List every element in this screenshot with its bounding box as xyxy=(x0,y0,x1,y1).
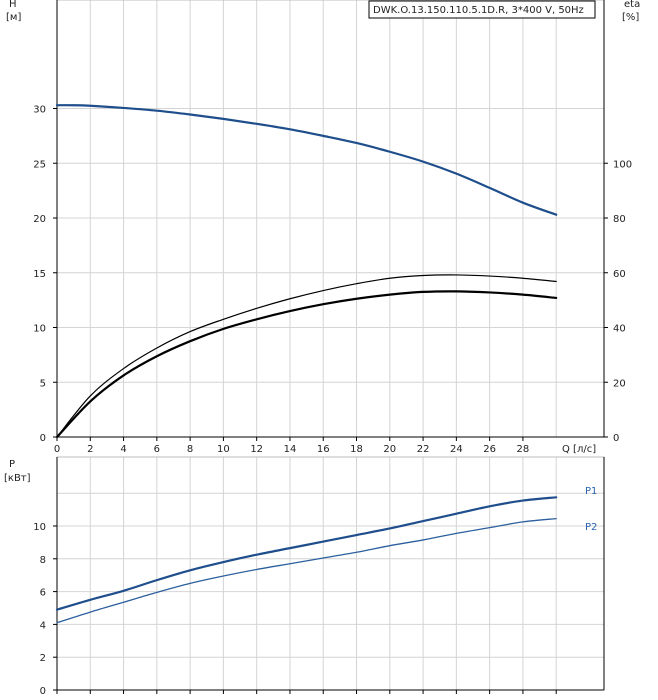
eta-tick-label: 100 xyxy=(613,159,632,170)
h-tick-label: 10 xyxy=(33,324,46,335)
p-tick-label: 0 xyxy=(40,686,46,697)
x-tick-label: 8 xyxy=(187,444,193,455)
p-tick-label: 8 xyxy=(40,555,46,566)
p-tick-label: 2 xyxy=(40,653,46,664)
x-tick-label: 12 xyxy=(250,444,263,455)
h-axis-unit: [м] xyxy=(6,12,21,23)
series-label-p2: P2 xyxy=(585,522,597,533)
x-tick-label: 28 xyxy=(517,444,530,455)
x-tick-label: 6 xyxy=(154,444,160,455)
x-tick-label: 20 xyxy=(383,444,396,455)
eta-axis-label: eta xyxy=(624,0,640,10)
p-tick-label: 4 xyxy=(40,620,46,631)
p-axis-unit: [кВт] xyxy=(4,473,31,484)
h-tick-label: 20 xyxy=(33,214,46,225)
grid-layer xyxy=(56,0,604,690)
eta-tick-label: 20 xyxy=(613,378,626,389)
h-tick-label: 15 xyxy=(33,269,46,280)
eta-tick-label: 60 xyxy=(613,269,626,280)
x-tick-label: 22 xyxy=(417,444,430,455)
lower-plot-frame xyxy=(56,456,605,691)
eta-tick-label: 40 xyxy=(613,324,626,335)
efficiency-curve-2 xyxy=(56,274,557,438)
head-curve xyxy=(55,104,558,216)
series-layer xyxy=(55,104,558,624)
p-tick-label: 10 xyxy=(33,522,46,533)
p-axis-label: P xyxy=(9,459,15,470)
q-axis-label: Q [л/с] xyxy=(562,444,596,455)
eta-axis-unit: [%] xyxy=(622,12,639,23)
efficiency-curve-1 xyxy=(55,290,558,439)
x-tick-label: 14 xyxy=(284,444,297,455)
h-tick-label: 0 xyxy=(40,433,46,444)
x-tick-label: 26 xyxy=(483,444,496,455)
p-tick-label: 6 xyxy=(40,588,46,599)
pump-label: DWK.O.13.150.110.5.1D.R, 3*400 V, 50Hz xyxy=(373,5,584,16)
x-tick-label: 24 xyxy=(450,444,463,455)
series-label-p1: P1 xyxy=(585,486,597,497)
h-tick-label: 25 xyxy=(33,159,46,170)
power-p1-curve xyxy=(55,496,558,611)
x-tick-label: 16 xyxy=(317,444,330,455)
h-axis-label: H xyxy=(9,0,17,10)
h-tick-label: 30 xyxy=(33,105,46,116)
axis-layer: 0 2 4 6 8 10 12 14 16 18 20 22 24 26 28051015202530020… xyxy=(33,0,632,697)
x-tick-label: 4 xyxy=(120,444,126,455)
power-p2-curve xyxy=(56,517,557,624)
eta-tick-label: 0 xyxy=(613,433,619,444)
eta-tick-label: 80 xyxy=(613,214,626,225)
x-tick-label: 18 xyxy=(350,444,363,455)
x-tick-label: 0 xyxy=(54,444,60,455)
pump-label-box: DWK.O.13.150.110.5.1D.R, 3*400 V, 50Hz xyxy=(368,0,596,19)
x-tick-label: 10 xyxy=(217,444,230,455)
h-tick-label: 5 xyxy=(40,378,46,389)
x-tick-label: 2 xyxy=(87,444,93,455)
